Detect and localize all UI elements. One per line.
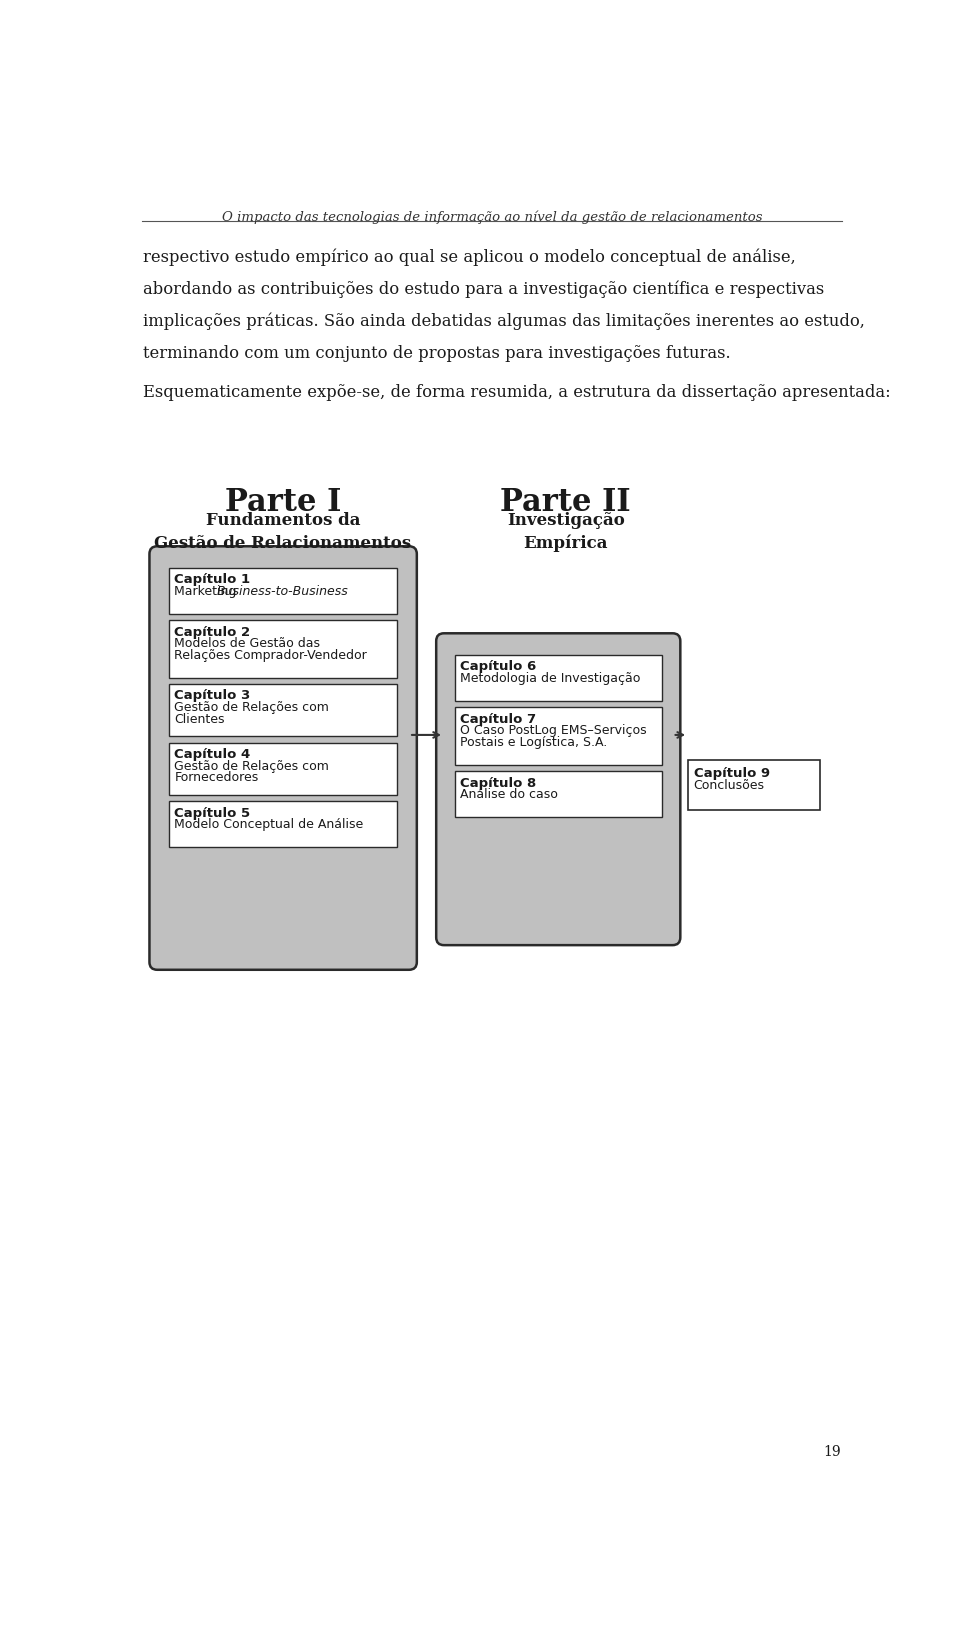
Text: Relações Comprador-Vendedor: Relações Comprador-Vendedor — [175, 649, 367, 662]
Text: Conclusões: Conclusões — [693, 778, 764, 791]
FancyBboxPatch shape — [169, 568, 397, 615]
Text: Marketing: Marketing — [175, 585, 241, 598]
FancyBboxPatch shape — [688, 760, 820, 811]
Text: Análise do caso: Análise do caso — [460, 788, 558, 801]
Text: Modelo Conceptual de Análise: Modelo Conceptual de Análise — [175, 818, 364, 831]
Text: abordando as contribuições do estudo para a investigação científica e respectiva: abordando as contribuições do estudo par… — [143, 281, 825, 297]
Text: Capítulo 2: Capítulo 2 — [175, 626, 251, 639]
Text: Capítulo 5: Capítulo 5 — [175, 806, 251, 819]
FancyBboxPatch shape — [169, 620, 397, 677]
FancyBboxPatch shape — [455, 771, 661, 818]
Text: Business-to-Business: Business-to-Business — [217, 585, 348, 598]
FancyBboxPatch shape — [455, 707, 661, 765]
Text: Clientes: Clientes — [175, 712, 225, 725]
Text: Parte II: Parte II — [500, 487, 631, 519]
FancyBboxPatch shape — [169, 684, 397, 737]
Text: Capítulo 9: Capítulo 9 — [693, 767, 770, 780]
Text: Gestão de Relações com: Gestão de Relações com — [175, 760, 329, 773]
Text: Metodologia de Investigação: Metodologia de Investigação — [460, 672, 640, 686]
Text: Capítulo 1: Capítulo 1 — [175, 573, 251, 586]
FancyBboxPatch shape — [455, 654, 661, 700]
Text: Capítulo 4: Capítulo 4 — [175, 748, 251, 762]
Text: O Caso PostLog EMS–Serviços: O Caso PostLog EMS–Serviços — [460, 724, 647, 737]
Text: Parte I: Parte I — [225, 487, 341, 519]
Text: Esquematicamente expõe-se, de forma resumida, a estrutura da dissertação apresen: Esquematicamente expõe-se, de forma resu… — [143, 383, 891, 401]
Text: Capítulo 6: Capítulo 6 — [460, 661, 537, 674]
Text: terminando com um conjunto de propostas para investigações futuras.: terminando com um conjunto de propostas … — [143, 345, 731, 362]
Text: Fornecedores: Fornecedores — [175, 771, 258, 785]
Text: 19: 19 — [823, 1446, 841, 1459]
Text: Gestão de Relações com: Gestão de Relações com — [175, 700, 329, 714]
FancyBboxPatch shape — [150, 547, 417, 970]
Text: Capítulo 8: Capítulo 8 — [460, 776, 537, 790]
Text: respectivo estudo empírico ao qual se aplicou o modelo conceptual de análise,: respectivo estudo empírico ao qual se ap… — [143, 248, 796, 266]
Text: Modelos de Gestão das: Modelos de Gestão das — [175, 638, 321, 651]
Text: Postais e Logística, S.A.: Postais e Logística, S.A. — [460, 735, 608, 748]
Text: Investigação
Empírica: Investigação Empírica — [507, 512, 625, 552]
FancyBboxPatch shape — [169, 801, 397, 847]
Text: Capítulo 3: Capítulo 3 — [175, 689, 251, 702]
FancyBboxPatch shape — [436, 633, 681, 945]
Text: O impacto das tecnologias de informação ao nível da gestão de relacionamentos: O impacto das tecnologias de informação … — [222, 210, 762, 225]
FancyBboxPatch shape — [169, 743, 397, 795]
Text: Fundamentos da
Gestão de Relacionamentos: Fundamentos da Gestão de Relacionamentos — [155, 512, 411, 552]
Text: implicações práticas. São ainda debatidas algumas das limitações inerentes ao es: implicações práticas. São ainda debatida… — [143, 312, 865, 330]
Text: Capítulo 7: Capítulo 7 — [460, 712, 537, 725]
